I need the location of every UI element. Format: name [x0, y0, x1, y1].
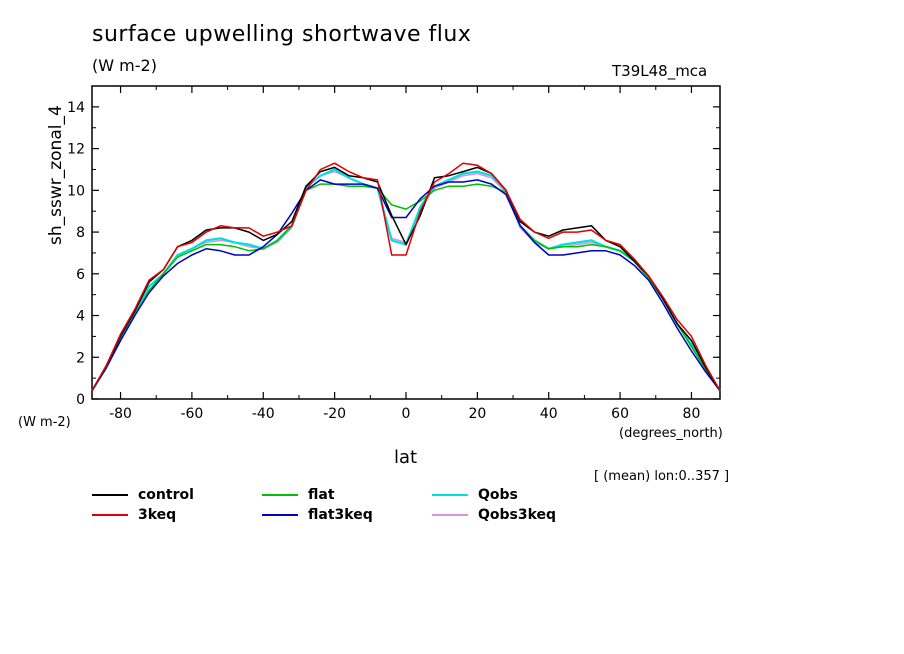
legend-item-flat3keq: flat3keq [262, 506, 373, 524]
legend-item-3keq: 3keq [92, 506, 176, 524]
x-tick-label: 80 [683, 406, 701, 422]
y-tick-label: 14 [67, 100, 85, 116]
legend-swatch [262, 514, 298, 516]
chart-units: (W m-2) [92, 56, 157, 75]
x-tick-label: 0 [402, 406, 411, 422]
y-axis-units: (W m-2) [18, 415, 71, 430]
y-tick-label: 4 [76, 309, 85, 325]
x-axis-units: (degrees_north) [619, 426, 723, 441]
legend-item-control: control [92, 486, 194, 504]
y-tick-label: 8 [76, 225, 85, 241]
series-line-control [91, 166, 721, 392]
x-tick-label: -20 [323, 406, 346, 422]
legend-label: flat3keq [308, 507, 373, 523]
chart-title: surface upwelling shortwave flux [92, 22, 472, 47]
x-tick-label: -60 [180, 406, 203, 422]
legend-swatch [262, 494, 298, 496]
y-tick-label: 2 [76, 350, 85, 366]
legend-label: flat [308, 487, 335, 503]
x-tick-label: -40 [252, 406, 275, 422]
legend-item-qobs3keq: Qobs3keq [432, 506, 556, 524]
legend-label: control [138, 487, 194, 503]
legend-swatch [92, 514, 128, 516]
series-line-flat [91, 183, 721, 392]
y-tick-label: 10 [67, 183, 85, 199]
series-line-qobs [91, 168, 721, 392]
y-tick-label: 12 [67, 142, 85, 158]
x-tick-label: 60 [611, 406, 629, 422]
x-axis-label: lat [394, 447, 418, 468]
legend-item-flat: flat [262, 486, 335, 504]
x-tick-label: 40 [540, 406, 558, 422]
averaging-note: [ (mean) lon:0..357 ] [594, 469, 730, 484]
legend-label: 3keq [138, 507, 177, 523]
x-tick-label: 20 [468, 406, 486, 422]
x-tick-label: -80 [109, 406, 132, 422]
series-line-3keq [91, 162, 721, 392]
legend-label: Qobs3keq [478, 507, 557, 523]
legend-label: Qobs [478, 487, 518, 503]
legend-swatch [432, 494, 468, 496]
legend-swatch [92, 494, 128, 496]
legend-swatch [432, 514, 468, 516]
legend-item-qobs: Qobs [432, 486, 518, 504]
run-label: T39L48_mca [612, 62, 708, 80]
series-line-qobs3keq [91, 170, 721, 392]
series-line-flat3keq [91, 179, 721, 392]
y-tick-label: 0 [76, 392, 85, 408]
y-tick-label: 6 [76, 267, 85, 283]
